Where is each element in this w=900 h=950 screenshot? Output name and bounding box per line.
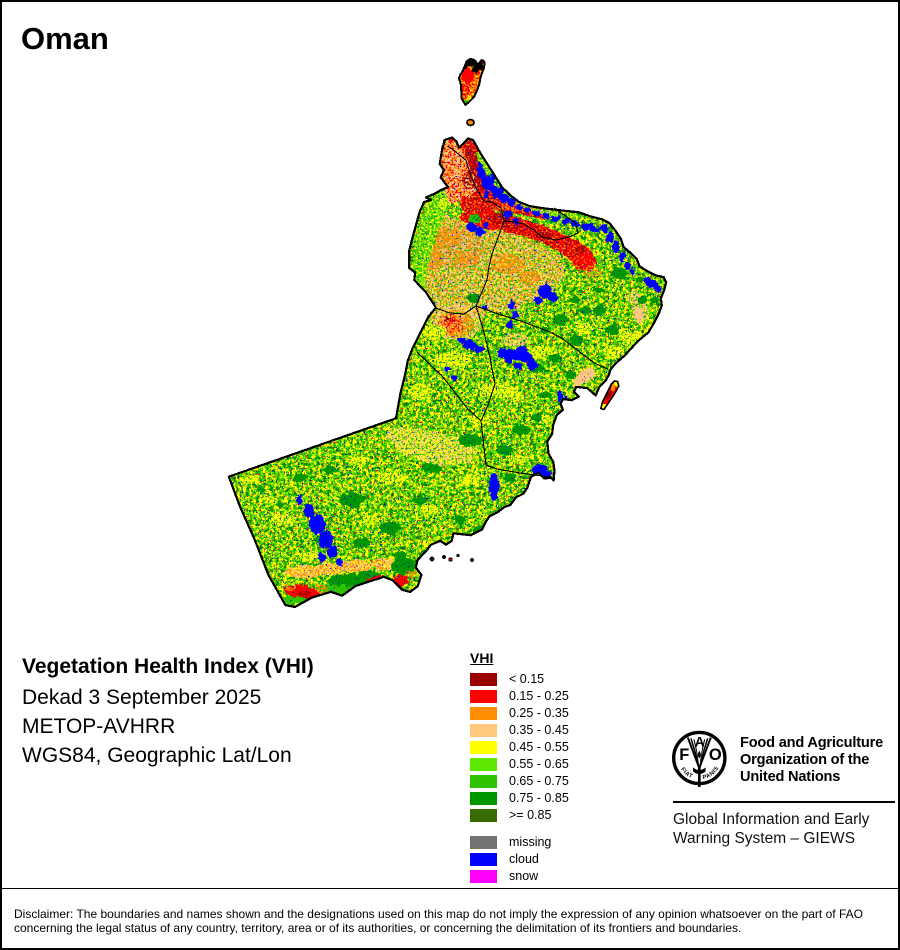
svg-text:F: F xyxy=(679,746,689,764)
svg-text:O: O xyxy=(709,746,722,764)
svg-text:A: A xyxy=(695,735,705,750)
